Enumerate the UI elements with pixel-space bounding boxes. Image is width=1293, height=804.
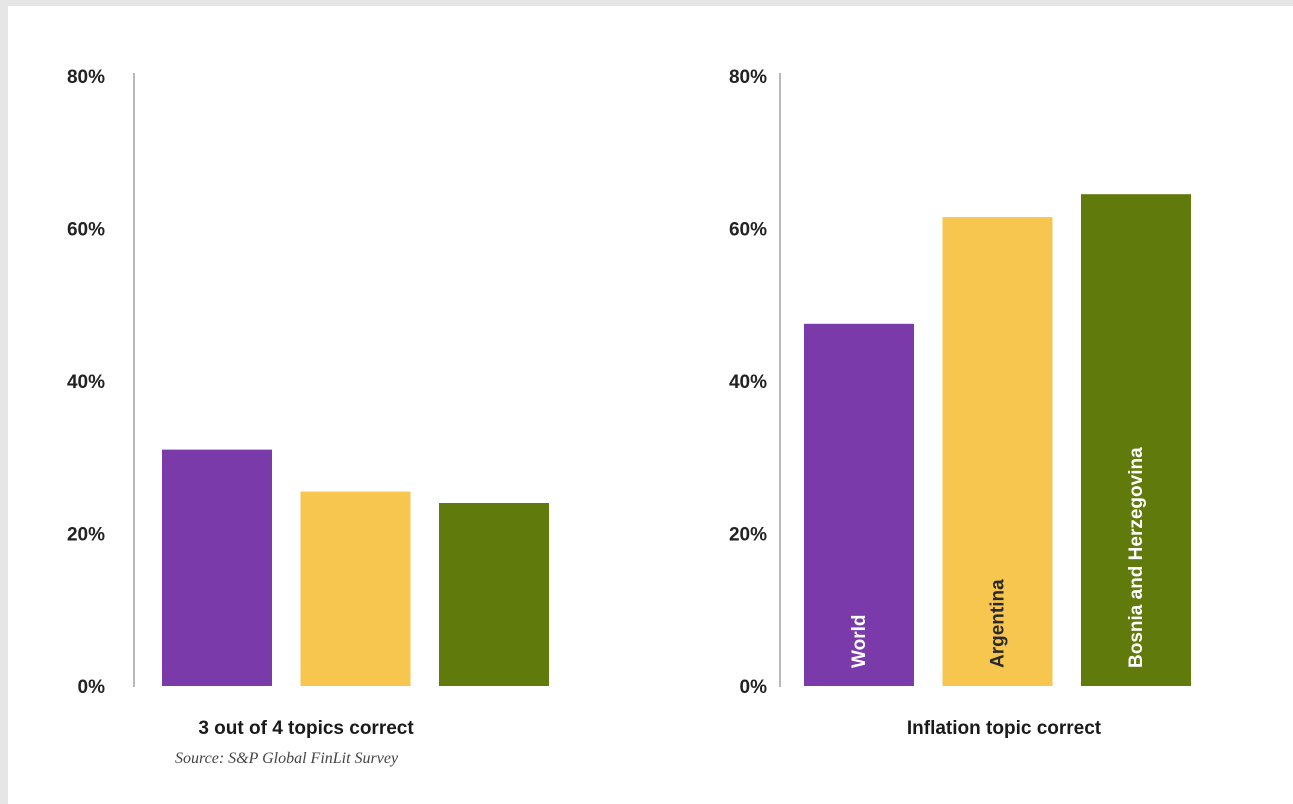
source-note: Source: S&P Global FinLit Survey [175,750,399,767]
left-y-tick-label: 20% [67,525,105,546]
chart-inflation-topic: 0% 20% 40% 60% 80% World Argentina Bosnia and H… [729,67,1191,739]
right-chart-caption: Inflation topic correct [907,718,1102,739]
right-bar-label-1: World [849,615,870,668]
right-y-tick-label: 80% [729,67,767,88]
right-y-tick-label: 20% [729,525,767,546]
right-y-tick-label: 40% [729,372,767,393]
left-chart-caption: 3 out of 4 topics correct [198,718,414,739]
chart-svg: 0%20%40%60%80%3 out of 4 topics correct … [67,67,1191,767]
right-y-tick-label: 60% [729,220,767,241]
left-bar-3 [439,503,549,686]
left-bar-1 [162,449,272,686]
right-y-tick-label: 0% [740,677,768,698]
right-bar-label-2: Argentina [988,579,1009,668]
left-y-tick-label: 40% [67,372,105,393]
right-bar-2 [942,217,1053,686]
right-bar-label-3: Bosnia and Herzegovina [1126,447,1147,668]
left-y-tick-label: 60% [67,220,105,241]
chart-panel: 0% 20% 40% 60% 80% 3 out of 4 topics correct … [8,6,1293,804]
left-y-tick-label: 0% [78,677,106,698]
chart-three-of-four-topics: 0% 20% 40% 60% 80% 3 out of 4 topics correct [67,67,549,739]
right-bar-3 [1081,194,1191,686]
left-bar-2 [300,491,411,686]
left-y-tick-label: 80% [67,67,105,88]
right-bar-1 [804,323,914,686]
